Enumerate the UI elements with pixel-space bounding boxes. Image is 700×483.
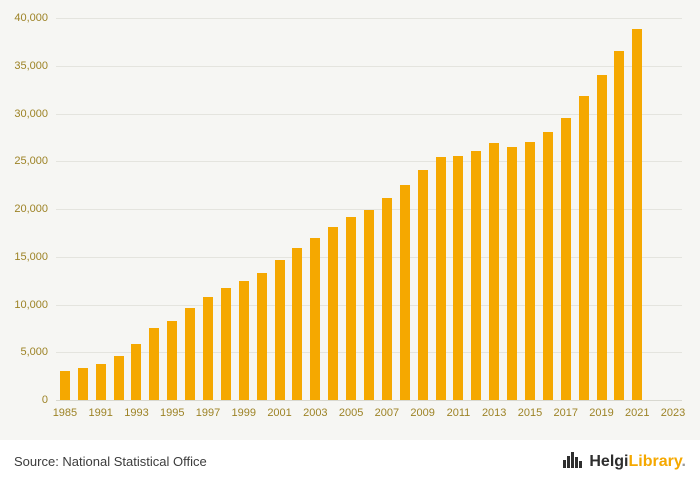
x-axis-tick-label: 2017 xyxy=(553,407,578,419)
bar-2019 xyxy=(596,75,607,400)
bar-2009 xyxy=(417,169,428,400)
y-axis-tick-label: 10,000 xyxy=(14,298,48,311)
x-axis-tick-label: 2011 xyxy=(446,407,471,419)
bar-1999 xyxy=(238,280,249,400)
gridline xyxy=(56,209,682,210)
bar-2005 xyxy=(346,216,357,400)
bar-2001 xyxy=(274,259,285,400)
bar-2006 xyxy=(364,209,374,400)
bar-2016 xyxy=(542,131,553,400)
y-axis-tick-label: 25,000 xyxy=(14,155,48,168)
y-axis-tick-label: 30,000 xyxy=(14,107,48,120)
bar-1994 xyxy=(149,328,160,400)
logo-text-library: Library xyxy=(628,452,682,470)
helgi-library-logo[interactable]: HelgiLibrary. xyxy=(563,451,686,473)
bar-chart: 0 5,000 10,000 15,000 20,000 25,000 30,000 35,0… xyxy=(0,0,700,440)
bar-1990 xyxy=(77,368,88,400)
x-axis-tick-label: 2007 xyxy=(374,407,400,419)
bar-2007 xyxy=(381,198,392,400)
x-axis-tick-label: 1991 xyxy=(88,407,113,419)
y-axis-tick-label: 5,000 xyxy=(20,346,48,359)
x-axis-tick-label: 2003 xyxy=(303,407,328,419)
logo-text-suffix: . xyxy=(681,452,686,470)
bar-2021 xyxy=(632,28,643,400)
bar-2002 xyxy=(292,248,303,400)
y-axis-tick-label: 40,000 xyxy=(14,12,48,24)
x-axis-tick-label: 2009 xyxy=(410,407,435,419)
bar-1998 xyxy=(220,288,231,400)
gridline xyxy=(56,18,682,19)
bar-2008 xyxy=(399,185,410,400)
y-axis-tick-label: 0 xyxy=(41,394,48,406)
x-axis-tick-label: 2005 xyxy=(338,407,364,419)
bar-1995 xyxy=(167,320,178,400)
logo-text-helgi: Helgi xyxy=(589,452,629,470)
source-label: Source: National Statistical Office xyxy=(14,454,207,469)
gridline xyxy=(56,161,682,163)
x-axis-tick-label: 2001 xyxy=(267,407,292,419)
y-axis-tick-label: 20,000 xyxy=(14,203,48,215)
bar-2012 xyxy=(471,150,482,400)
bar-chart-logo-icon xyxy=(563,451,583,473)
x-axis-tick-label: 1997 xyxy=(195,407,221,419)
bar-2003 xyxy=(310,237,321,400)
bar-1997 xyxy=(203,296,214,400)
bar-2013 xyxy=(489,143,500,400)
x-axis-tick-label: 2019 xyxy=(589,407,614,419)
bar-1993 xyxy=(131,343,142,400)
chart-footer: Source: National Statistical Office Helg… xyxy=(0,440,700,483)
bar-2010 xyxy=(435,157,446,400)
bar-2015 xyxy=(524,142,535,400)
bar-2004 xyxy=(328,227,339,400)
bar-2011 xyxy=(453,156,464,400)
x-axis-tick-label: 2023 xyxy=(660,407,686,419)
bar-1992 xyxy=(113,356,124,400)
gridline xyxy=(56,65,682,67)
x-axis-tick-label: 2015 xyxy=(517,407,543,419)
x-axis-tick-label: 1993 xyxy=(124,407,149,419)
bar-2017 xyxy=(560,118,571,400)
bar-1991 xyxy=(95,363,106,400)
gridline xyxy=(56,400,682,401)
x-axis-tick-label: 2021 xyxy=(625,407,650,419)
gridline xyxy=(56,113,682,115)
y-axis-tick-label: 15,000 xyxy=(14,250,48,263)
bar-2020 xyxy=(614,51,625,400)
bar-2018 xyxy=(578,96,589,400)
x-axis-tick-label: 1995 xyxy=(160,407,185,419)
x-axis-tick-label: 1999 xyxy=(231,407,257,419)
bar-1985 xyxy=(59,371,70,400)
x-axis-tick-label: 2013 xyxy=(481,407,507,419)
bar-2014 xyxy=(507,146,518,400)
x-axis-tick-label: 1985 xyxy=(52,407,78,419)
bar-1996 xyxy=(185,308,196,400)
bar-2000 xyxy=(256,272,267,400)
y-axis-tick-label: 35,000 xyxy=(14,59,48,72)
